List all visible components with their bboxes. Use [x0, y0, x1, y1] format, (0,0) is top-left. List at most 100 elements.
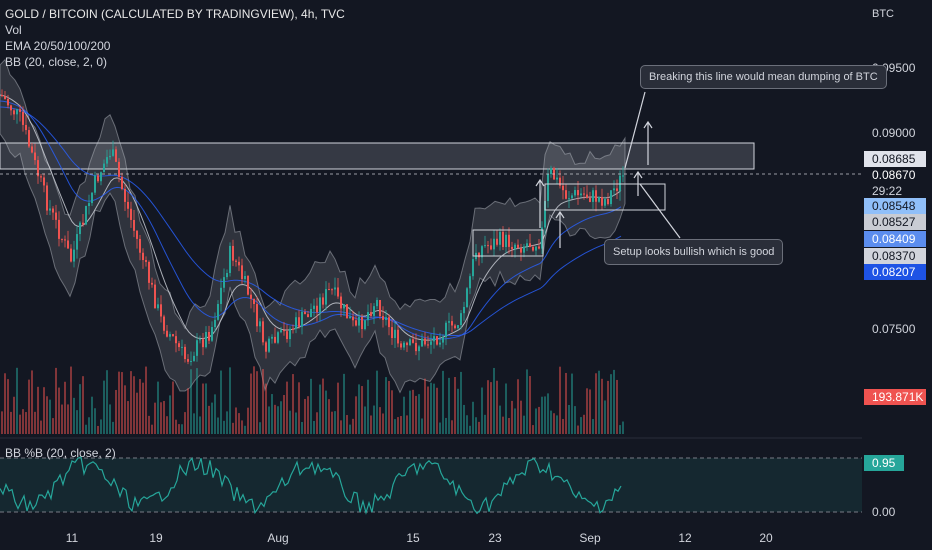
candle-body [148, 261, 150, 283]
candle-body [307, 314, 309, 318]
candle-body [169, 334, 171, 337]
candle-body [187, 359, 189, 362]
volume-bar [433, 383, 435, 434]
volume-bar [85, 424, 87, 434]
volume-bar [256, 371, 258, 434]
volume-bar [490, 382, 492, 434]
candle-body [37, 160, 39, 177]
candle-body [214, 319, 216, 328]
range-box-1[interactable] [472, 229, 544, 257]
candle-body [460, 313, 462, 326]
volume-bar [106, 370, 108, 434]
candle-body [79, 222, 81, 235]
candle-body [1, 95, 3, 97]
volume-bar [154, 402, 156, 434]
candle-body [352, 316, 354, 321]
price-axis-label: 0.07500 [872, 322, 916, 336]
price-tag: 0.08527 [864, 214, 926, 230]
candle-body [412, 339, 414, 343]
candle-body [64, 239, 66, 241]
range-box-2[interactable] [544, 183, 666, 211]
candle-body [400, 343, 402, 348]
candle-body [256, 304, 258, 327]
candle-body [487, 245, 489, 247]
candle-body [370, 312, 372, 316]
volume-bar [355, 396, 357, 434]
candle-body [439, 342, 441, 345]
candle-body [13, 110, 15, 115]
candle-body [592, 190, 594, 202]
volume-bar [37, 386, 39, 434]
candle-body [361, 317, 363, 330]
volume-bar [523, 415, 525, 434]
volume-bar [460, 371, 462, 434]
volume-bar [397, 417, 399, 434]
breakout-arrows [535, 91, 681, 248]
legend-vol[interactable]: Vol [5, 23, 22, 37]
candle-body [280, 330, 282, 333]
candle-body [193, 355, 195, 361]
volume-bar [214, 394, 216, 434]
candle-body [31, 146, 33, 153]
candle-body [481, 246, 483, 258]
candle-body [184, 346, 186, 360]
candle-body [76, 234, 78, 250]
candle-body [433, 336, 435, 342]
volume-bar [412, 389, 414, 434]
legend-bb[interactable]: BB (20, close, 2, 0) [5, 55, 108, 69]
volume-bar [526, 369, 528, 434]
volume-bar [316, 412, 318, 434]
volume-bar [280, 401, 282, 434]
volume-bar [13, 396, 15, 434]
volume-bar [463, 404, 465, 434]
volume-bar [454, 377, 456, 434]
volume-bar [382, 413, 384, 434]
candle-body [427, 344, 429, 346]
volume-bar [121, 372, 123, 434]
volume-bar [451, 420, 453, 434]
candle-body [346, 304, 348, 319]
symbol-title[interactable]: GOLD / BITCOIN (CALCULATED BY TRADINGVIE… [5, 7, 345, 21]
candle-body [565, 190, 567, 199]
candle-body [586, 194, 588, 198]
volume-bar [505, 383, 507, 434]
volume-bar [430, 382, 432, 434]
annotation-callout[interactable]: Setup looks bullish which is good [604, 239, 784, 265]
candle-body [124, 189, 126, 202]
candle-body [466, 288, 468, 307]
candle-body [544, 201, 546, 228]
chart-legend: GOLD / BITCOIN (CALCULATED BY TRADINGVIE… [5, 6, 345, 70]
volume-bar [616, 379, 618, 434]
volume-bar [235, 407, 237, 434]
volume-bar [82, 376, 84, 434]
volume-bar [589, 389, 591, 434]
volume-bar [622, 421, 624, 434]
volume-bar [595, 373, 597, 434]
candle-body [490, 245, 492, 250]
annotation-callout[interactable]: Breaking this line would mean dumping of… [640, 65, 887, 89]
volume-bar [547, 393, 549, 434]
candle-body [151, 282, 153, 285]
candle-body [10, 105, 12, 111]
volume-bar [586, 388, 588, 434]
legend-ema[interactable]: EMA 20/50/100/200 [5, 39, 111, 53]
volume-bar [133, 376, 135, 434]
candle-body [34, 152, 36, 161]
volume-bar [25, 412, 27, 434]
volume-bar [151, 424, 153, 434]
volume-bar [340, 420, 342, 434]
candle-body [49, 208, 51, 211]
candle-body [562, 185, 564, 191]
volume-bar [181, 424, 183, 434]
oscillator-value-tag: 0.95 [864, 455, 904, 471]
candle-body [580, 193, 582, 196]
candle-body [220, 287, 222, 304]
volume-bar [319, 384, 321, 434]
oscillator-legend[interactable]: BB %B (20, close, 2) [5, 446, 116, 460]
volume-bar [124, 385, 126, 434]
volume-bar [286, 381, 288, 434]
volume-bar [400, 416, 402, 434]
price-tag: 0.08207 [864, 264, 926, 280]
candle-body [451, 321, 453, 326]
